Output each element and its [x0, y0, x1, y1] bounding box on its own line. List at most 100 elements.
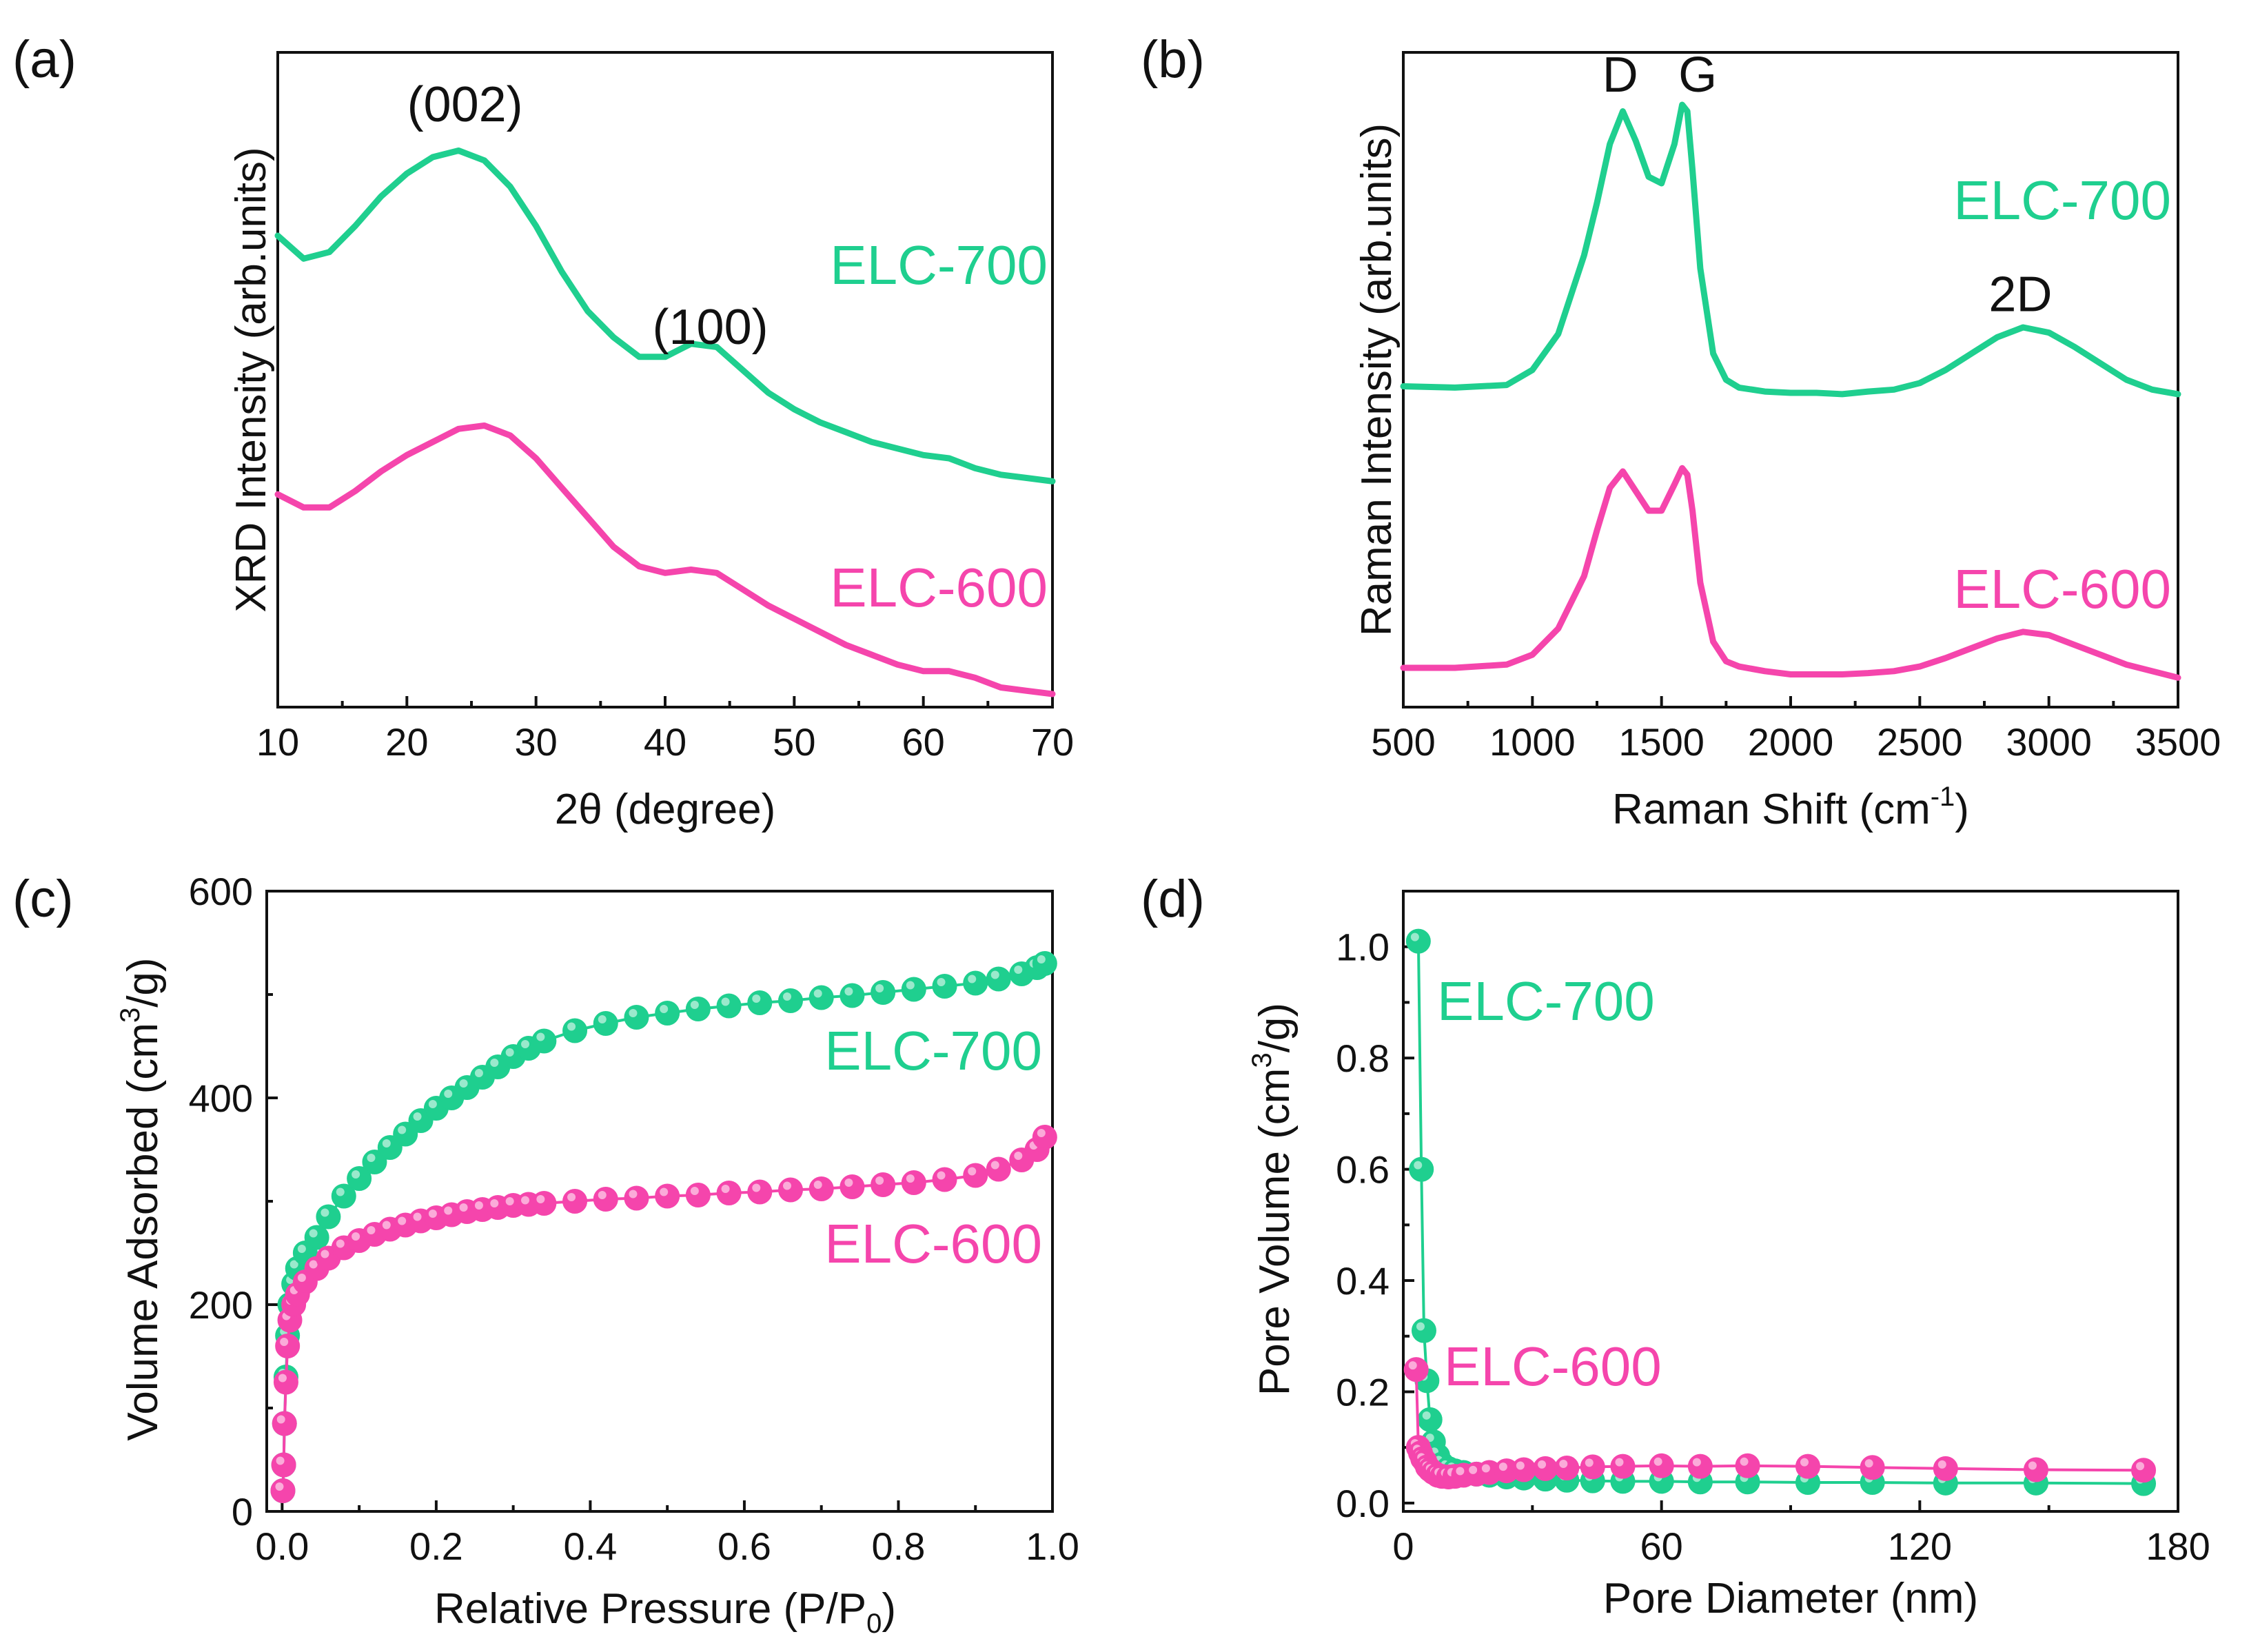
panel-a-line-elc-600	[274, 422, 1056, 697]
panel-d-point-elc-700	[1409, 1156, 1434, 1182]
panel-c-xtick-label: 0.6	[718, 1524, 771, 1568]
panel-d-point-highlight	[1516, 1461, 1525, 1470]
panel-d-point-elc-600	[1649, 1453, 1674, 1478]
panel-c-point-highlight	[1014, 1152, 1023, 1160]
panel-c-point-highlight	[275, 1482, 284, 1491]
panel-c-point-elc-700	[778, 988, 803, 1013]
panel-c-point-highlight	[280, 1338, 289, 1346]
panel-d-ticks: 0 60 120 180 0.0 0.2 0.4 0.6 0.8 1.0	[1336, 926, 2210, 1568]
panel-d-point-elc-600	[1610, 1454, 1636, 1479]
panel-a-annotation-002: (002)	[407, 77, 523, 132]
panel-c-point-highlight	[968, 975, 977, 983]
panel-c-point-elc-600	[272, 1411, 297, 1436]
panel-b-letter: (b)	[1141, 30, 1205, 89]
panel-c-point-elc-700	[562, 1018, 588, 1043]
panel-c-point-highlight	[598, 1015, 607, 1023]
panel-c-point-highlight	[937, 1171, 946, 1180]
panel-d-label-elc600: ELC-600	[1444, 1336, 1662, 1397]
panel-c-point-highlight	[567, 1022, 576, 1031]
panel-c-label-elc600: ELC-600	[824, 1213, 1042, 1274]
panel-c-point-highlight	[276, 1456, 285, 1465]
panel-d-point-highlight	[1538, 1460, 1547, 1469]
panel-c-point-elc-600	[275, 1334, 301, 1358]
panel-b-series	[1400, 101, 2181, 681]
panel-c-point-highlight	[505, 1048, 514, 1057]
panel-c-point-highlight	[289, 1260, 298, 1269]
panel-c-point-highlight	[660, 1187, 669, 1196]
panel-d-point-elc-700	[1411, 1318, 1436, 1343]
panel-a-ticks: 10 20 30 40 50 60 70	[256, 696, 1074, 764]
panel-c-point-highlight	[413, 1112, 422, 1121]
panel-c-point-highlight	[813, 989, 822, 998]
panel-c-point-elc-700	[747, 990, 773, 1015]
panel-c-xtick-label: 0.4	[563, 1524, 617, 1568]
panel-a-xtick-label: 10	[256, 720, 299, 764]
panel-c-point-highlight	[474, 1201, 483, 1210]
panel-c-point-elc-700	[963, 970, 988, 996]
panel-a-letter: (a)	[12, 30, 77, 89]
panel-d-point-elc-600	[2023, 1457, 2048, 1482]
panel-c-point-elc-600	[562, 1189, 588, 1214]
panel-c-point-elc-600	[655, 1183, 680, 1209]
panel-b-line-elc-600	[1400, 465, 2181, 681]
panel-c-point-highlight	[276, 1415, 285, 1424]
panel-d-point-highlight	[1469, 1465, 1478, 1474]
panel-c-point-elc-700	[871, 980, 896, 1005]
panel-d-point-elc-600	[1933, 1456, 1958, 1481]
panel-c-point-highlight	[398, 1216, 407, 1225]
panel-c-point-highlight	[906, 1174, 915, 1183]
panel-c-point-highlight	[629, 1190, 638, 1199]
panel-b-line-elc-700	[1400, 101, 2181, 398]
panel-d-ytick-label: 0.0	[1336, 1482, 1390, 1525]
panel-c-point-highlight	[367, 1154, 376, 1162]
panel-b-ticks: 500 1000 1500 2000 2500 3000 3500	[1371, 696, 2221, 764]
panel-b-xtick-label: 2000	[1748, 720, 1834, 764]
panel-c-point-highlight	[536, 1032, 545, 1041]
panel-c-ytick-label: 400	[189, 1077, 253, 1120]
panel-c-point-elc-600	[963, 1163, 988, 1188]
panel-d-point-highlight	[1937, 1460, 1946, 1469]
panel-d-xtick-label: 120	[1888, 1524, 1952, 1568]
panel-c-ticks: 0.0 0.2 0.4 0.6 0.8 1.0 0 200 400 600	[189, 870, 1079, 1568]
panel-b-label-elc600: ELC-600	[1953, 558, 2171, 620]
panel-d-point-elc-600	[1403, 1357, 1429, 1383]
panel-c-point-highlight	[1014, 966, 1023, 974]
panel-c-point-highlight	[428, 1100, 437, 1108]
panel-b-label-elc700: ELC-700	[1953, 170, 2171, 231]
panel-c-point-highlight	[336, 1239, 345, 1248]
panel-c-point-highlight	[320, 1208, 329, 1217]
panel-d-point-elc-600	[1860, 1455, 1885, 1480]
panel-c-series	[270, 951, 1057, 1503]
panel-a: (a) 10 20 30 40 50 60 70 2θ (degree) XRD Inten…	[12, 30, 1074, 833]
panel-c-xtick-label: 0.8	[872, 1524, 926, 1568]
panel-c-point-elc-700	[531, 1028, 557, 1054]
panel-c-point-highlight	[490, 1199, 499, 1207]
panel-c-point-highlight	[297, 1274, 306, 1282]
panel-c-point-elc-600	[871, 1172, 896, 1197]
panel-a-xtick-label: 20	[385, 720, 428, 764]
panel-d-point-elc-600	[1687, 1454, 1713, 1479]
panel-c-point-elc-700	[986, 966, 1011, 992]
panel-d-point-highlight	[2136, 1462, 2145, 1471]
panel-c-point-elc-700	[593, 1011, 618, 1036]
panel-a-series	[274, 147, 1056, 697]
panel-c-point-elc-700	[655, 1001, 680, 1026]
panel-c-point-highlight	[309, 1229, 318, 1238]
panel-d-ytick-label: 0.8	[1336, 1037, 1390, 1080]
panel-c-xtick-label: 0.2	[409, 1524, 463, 1568]
panel-c-point-elc-700	[901, 977, 926, 1002]
panel-c-point-highlight	[459, 1079, 468, 1088]
panel-d-ytick-label: 0.4	[1336, 1259, 1390, 1303]
panel-c-point-elc-600	[685, 1183, 711, 1207]
panel-c-point-highlight	[382, 1221, 391, 1230]
panel-c-point-elc-700	[1032, 951, 1057, 976]
panel-c-point-elc-700	[316, 1204, 341, 1230]
panel-d-xtick-label: 0	[1392, 1524, 1414, 1568]
panel-c-point-elc-600	[716, 1181, 742, 1205]
panel-d-point-elc-600	[1795, 1454, 1820, 1479]
panel-d-point-elc-600	[1511, 1457, 1536, 1482]
panel-a-line-elc-700	[274, 147, 1056, 485]
panel-d-point-elc-600	[2131, 1458, 2157, 1483]
panel-c-point-elc-600	[273, 1369, 298, 1395]
